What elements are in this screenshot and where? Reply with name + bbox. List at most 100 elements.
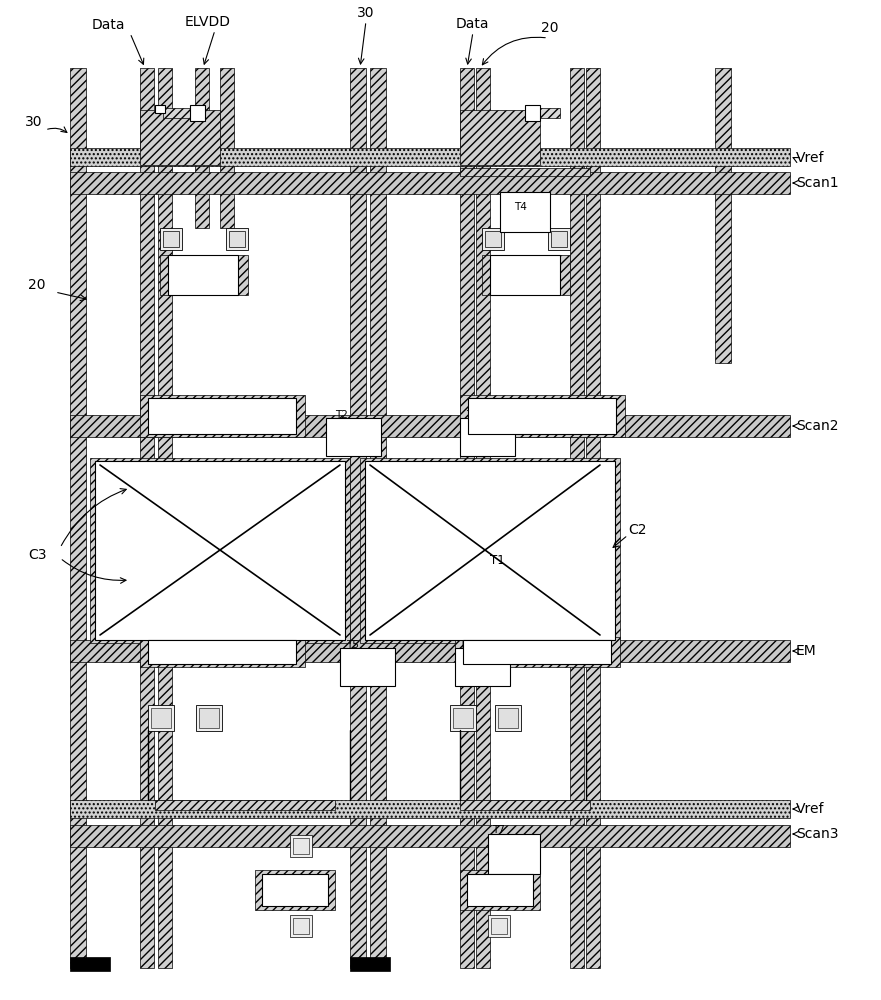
Bar [360,458,620,643]
Bar [95,461,345,640]
Text: ELVDD: ELVDD [185,15,231,29]
Bar [334,421,374,433]
Bar [70,957,110,971]
Bar [70,640,790,662]
Bar [495,705,521,731]
Bar [463,640,611,664]
Text: Vref: Vref [796,802,825,816]
Bar [496,853,532,865]
Bar [196,705,222,731]
Bar [570,570,584,968]
Text: C3: C3 [28,548,47,562]
Bar [158,68,172,498]
Bar [268,890,322,902]
Bar [70,800,790,818]
Bar [370,465,610,635]
Bar [290,835,312,857]
Text: T7: T7 [492,825,505,835]
Text: Vref: Vref [796,151,825,165]
Bar [348,666,388,678]
Bar [453,708,473,728]
Bar [151,708,171,728]
Bar [488,835,510,857]
Bar [510,218,540,232]
Bar [488,834,540,874]
Text: T3: T3 [466,410,479,420]
Bar [450,705,476,731]
Bar [482,255,570,295]
Bar [473,890,527,902]
Bar [140,395,305,437]
Bar [586,570,600,968]
Bar [491,918,507,934]
Bar [500,280,550,294]
Bar [70,148,790,166]
Bar [548,228,570,250]
Bar [334,436,374,448]
Bar [155,800,335,810]
Bar [348,651,388,663]
Bar [155,105,165,113]
Text: 30: 30 [358,6,374,20]
Bar [455,648,510,686]
Bar [70,415,790,437]
Bar [365,461,615,640]
Bar [160,228,182,250]
Bar [70,172,790,194]
Bar [468,436,508,448]
Bar [326,418,381,456]
Bar [350,957,390,971]
Bar [199,708,219,728]
Bar [140,637,305,667]
Bar [290,915,312,937]
Bar [500,258,550,272]
Bar [160,255,248,295]
Bar [155,401,290,431]
Bar [586,68,600,498]
Bar [460,870,540,910]
Bar [255,870,335,910]
Bar [70,825,790,847]
Bar [148,398,296,434]
Bar [468,398,616,434]
Text: 20: 20 [28,278,46,292]
Text: Data: Data [92,18,125,32]
Bar [148,640,296,664]
Bar [178,258,228,272]
Text: T4: T4 [514,202,527,212]
Bar [190,105,205,121]
Bar [140,570,154,968]
Text: Scan2: Scan2 [796,419,839,433]
Bar [476,68,490,968]
Bar [525,105,540,121]
Bar [163,231,179,247]
Text: 30: 30 [25,115,42,129]
Bar [226,228,248,250]
Text: Scan1: Scan1 [796,176,839,190]
Text: Scan3: Scan3 [796,827,839,841]
Bar [140,68,154,498]
Text: T2: T2 [335,410,348,420]
Bar [715,68,731,363]
Bar [340,648,395,686]
Text: T6: T6 [459,640,472,650]
Bar [168,255,238,295]
Bar [70,68,86,968]
Bar [570,68,584,498]
Bar [496,837,532,849]
Bar [158,570,172,968]
Text: 20: 20 [541,21,559,35]
Bar [468,421,508,433]
Bar [460,110,540,165]
Bar [463,666,503,678]
Bar [262,874,328,906]
Bar [463,651,503,663]
Bar [440,520,468,548]
Text: C2: C2 [628,523,647,537]
Bar [488,915,510,937]
Text: T1: T1 [490,554,505,566]
Bar [460,168,590,176]
Bar [455,637,620,667]
Bar [100,465,340,635]
Bar [178,280,228,294]
